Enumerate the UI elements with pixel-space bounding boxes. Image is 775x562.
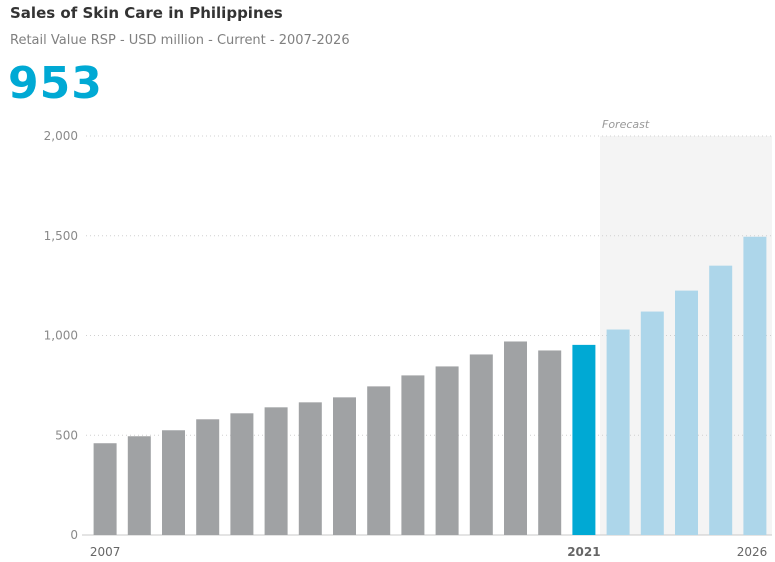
bar-2018 <box>469 354 493 535</box>
chart-subtitle: Retail Value RSP - USD million - Current… <box>10 33 350 48</box>
bar-2009 <box>162 430 185 535</box>
bars <box>93 236 767 535</box>
bar-2013 <box>298 402 322 535</box>
headline-value: 953 <box>8 58 103 109</box>
bar-2021 <box>572 344 596 535</box>
bar-2008 <box>127 436 151 535</box>
bar-2011 <box>230 413 254 535</box>
bar-2007 <box>93 443 117 535</box>
bar-2022 <box>606 329 630 535</box>
y-tick-label: 2,000 <box>44 129 78 143</box>
y-axis: 0 500 1,000 1,500 2,000 <box>44 129 78 542</box>
bar-2020 <box>538 350 562 535</box>
x-tick-label: 2026 <box>737 545 768 559</box>
forecast-label: Forecast <box>602 118 650 131</box>
bar-2019 <box>504 341 527 535</box>
y-tick-label: 0 <box>70 528 78 542</box>
x-axis: 2007 2021 2026 <box>90 545 767 559</box>
bar-2026 <box>743 236 767 535</box>
bar-2023 <box>640 311 664 535</box>
bar-2024 <box>675 290 698 535</box>
x-tick-label: 2007 <box>90 545 121 559</box>
bar-2014 <box>333 397 356 535</box>
y-tick-label: 1,500 <box>44 229 78 243</box>
y-tick-label: 500 <box>55 428 78 442</box>
y-tick-label: 1,000 <box>44 329 78 343</box>
bar-2015 <box>367 386 391 535</box>
bar-2016 <box>401 375 425 535</box>
bar-2010 <box>196 419 220 535</box>
chart-title: Sales of Skin Care in Philippines <box>10 4 283 22</box>
bar-2012 <box>264 407 288 535</box>
bar-2017 <box>435 366 459 535</box>
bar-2025 <box>709 265 733 535</box>
x-tick-label: 2021 <box>567 545 600 559</box>
